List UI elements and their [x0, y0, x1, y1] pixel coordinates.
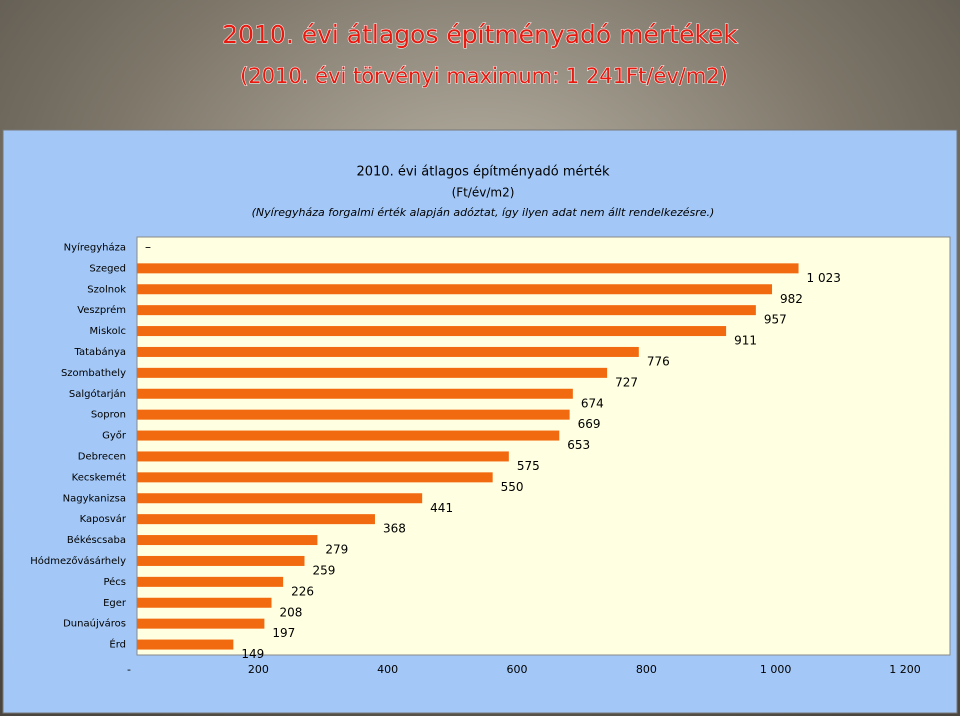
bar [137, 472, 493, 483]
bar [137, 639, 234, 650]
y-tick-label: Salgótarján [69, 388, 126, 400]
bar [137, 326, 727, 337]
y-tick-label: Nagykanizsa [63, 493, 126, 504]
data-label: 727 [615, 375, 638, 389]
chart-subtitle: (Ft/év/m2) [452, 186, 515, 200]
x-tick-label: 600 [507, 663, 528, 676]
bar [137, 535, 318, 546]
bar [137, 346, 639, 357]
y-tick-label: Miskolc [90, 326, 126, 337]
y-tick-label: Debrecen [78, 451, 126, 462]
y-tick-label: Pécs [103, 576, 126, 588]
y-tick-label: Szombathely [61, 368, 126, 379]
x-tick-label: - [127, 663, 131, 676]
data-label: 441 [430, 501, 453, 515]
x-tick-label: 200 [248, 663, 269, 676]
data-label: 197 [272, 626, 295, 640]
y-tick-label: Dunaújváros [63, 618, 126, 630]
y-tick-label: Győr [102, 430, 127, 442]
data-label: – [145, 240, 151, 254]
data-label: 982 [780, 292, 803, 306]
data-label: 550 [501, 480, 524, 494]
bar [137, 597, 272, 608]
data-label: 957 [764, 313, 787, 327]
bar [137, 576, 284, 587]
y-tick-label: Szolnok [87, 284, 126, 295]
data-label: 575 [517, 459, 540, 473]
data-label: 776 [647, 354, 670, 368]
bar [137, 305, 756, 316]
data-label: 911 [734, 334, 757, 348]
bar [137, 555, 305, 566]
bar [137, 430, 560, 441]
bar [137, 284, 773, 295]
bar [137, 451, 509, 462]
y-tick-label: Veszprém [77, 304, 126, 316]
x-tick-label: 800 [636, 663, 657, 676]
y-tick-label: Tatabánya [74, 346, 127, 358]
y-tick-label: Sopron [91, 410, 126, 421]
data-label: 368 [383, 522, 406, 536]
data-label: 669 [578, 417, 601, 431]
y-tick-label: Békéscsaba [67, 534, 126, 546]
y-tick-label: Kaposvár [80, 513, 127, 525]
slide-subtitle: (2010. évi törvényi maximum: 1 241Ft/év/… [240, 64, 728, 88]
bar [137, 618, 265, 629]
data-label: 259 [312, 563, 335, 577]
bar [137, 263, 799, 274]
bar [137, 514, 375, 525]
y-tick-label: Eger [103, 598, 127, 609]
data-label: 674 [581, 396, 604, 410]
data-label: 226 [291, 584, 314, 598]
slide-title: 2010. évi átlagos építményadó mértékek [222, 20, 738, 49]
data-label: 653 [567, 438, 590, 452]
chart-note: (Nyíregyháza forgalmi érték alapján adóz… [252, 206, 715, 219]
data-label: 1 023 [807, 271, 841, 285]
data-label: 208 [280, 605, 303, 619]
data-label: 149 [241, 647, 264, 661]
y-tick-label: Érd [109, 638, 126, 651]
x-tick-label: 400 [377, 663, 398, 676]
y-tick-label: Nyíregyháza [64, 241, 126, 253]
x-tick-label: 1 000 [760, 663, 792, 676]
data-label: 279 [325, 543, 348, 557]
y-tick-label: Kecskemét [72, 471, 126, 483]
chart-title: 2010. évi átlagos építményadó mérték [356, 165, 609, 180]
x-tick-label: 1 200 [889, 663, 921, 676]
bar [137, 367, 608, 378]
plot-area [136, 236, 951, 656]
y-tick-label: Szeged [89, 263, 126, 274]
bar [137, 409, 570, 420]
bar [137, 493, 423, 504]
y-tick-label: Hódmezővásárhely [30, 555, 126, 567]
bar [137, 388, 573, 399]
